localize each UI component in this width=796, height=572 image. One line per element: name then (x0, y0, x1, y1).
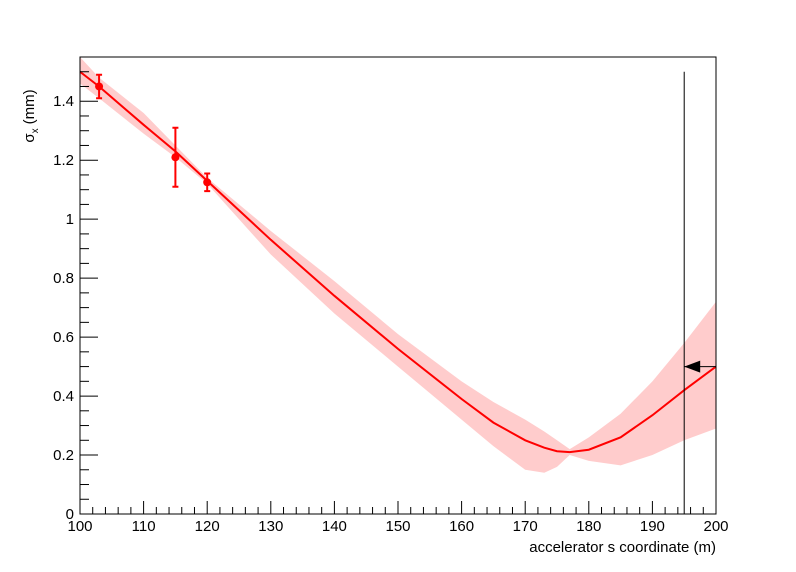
x-tick-label: 110 (132, 518, 156, 535)
x-tick-label: 130 (258, 518, 283, 535)
y-axis-unit: (mm) (21, 89, 38, 124)
x-tick-label: 200 (703, 518, 728, 535)
y-tick-label: 1 (66, 211, 74, 228)
error-band (80, 57, 716, 473)
y-tick-label: 1.2 (53, 152, 74, 169)
x-tick-label: 170 (513, 518, 538, 535)
y-axis-subscript: x (30, 128, 41, 133)
x-tick-label: 190 (640, 518, 665, 535)
data-point (203, 178, 212, 187)
y-tick-label: 0.6 (53, 329, 74, 346)
x-tick-label: 100 (67, 518, 92, 535)
x-tick-label: 150 (385, 518, 410, 535)
y-tick-label: 0.2 (53, 447, 74, 464)
data-point (95, 82, 104, 91)
data-point (171, 153, 180, 162)
x-tick-label: 120 (195, 518, 220, 535)
x-tick-label: 180 (576, 518, 601, 535)
x-tick-label: 140 (322, 518, 347, 535)
x-axis-title: accelerator s coordinate (m) (529, 539, 716, 556)
y-tick-label: 0.4 (53, 388, 74, 405)
y-tick-label: 0.8 (53, 270, 74, 287)
y-tick-label: 0 (66, 506, 74, 523)
y-axis-title: σx (mm) (21, 89, 41, 142)
x-tick-label: 160 (449, 518, 474, 535)
arrow-head (684, 360, 701, 373)
y-axis-symbol: σ (21, 133, 38, 143)
y-tick-label: 1.4 (53, 93, 74, 110)
